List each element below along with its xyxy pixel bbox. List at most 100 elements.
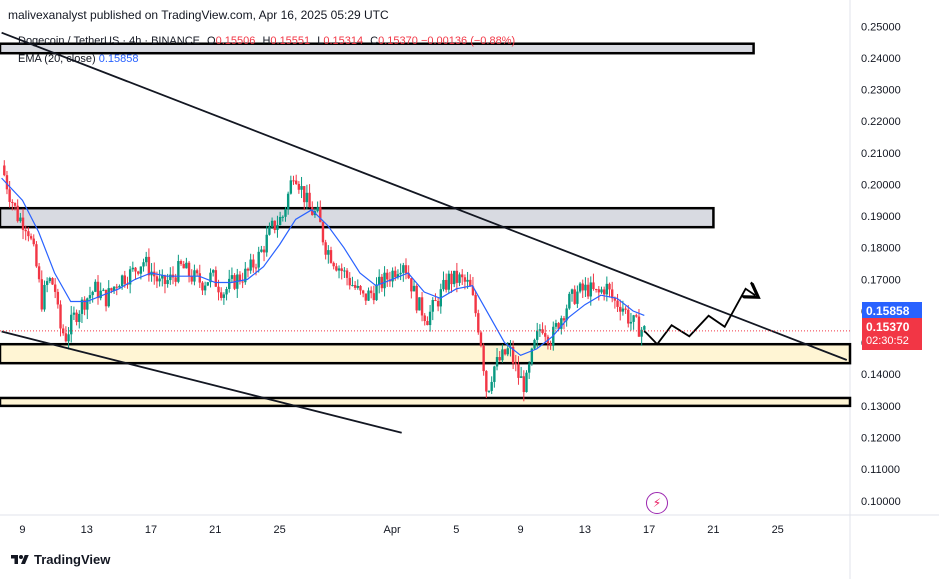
candle-body	[80, 299, 84, 314]
candle-body	[228, 278, 231, 289]
change-value: −0.00136 (−0.88%)	[420, 35, 516, 47]
candle-body	[356, 285, 359, 288]
candle-body	[123, 275, 126, 284]
candle-body	[517, 364, 520, 378]
candle-body	[177, 261, 180, 282]
candle-body	[104, 289, 108, 307]
ema-20-line	[1, 177, 645, 356]
candle-body	[102, 289, 105, 291]
bar-countdown: 02:30:52	[866, 335, 909, 347]
candle-body	[375, 284, 378, 301]
candle-body	[120, 275, 124, 286]
candle-body	[254, 267, 258, 269]
candle-body	[584, 284, 587, 291]
candle-body	[573, 289, 576, 304]
candle-body	[67, 334, 70, 342]
candle-body	[238, 274, 242, 282]
candle-body	[182, 263, 185, 269]
candle-body	[262, 249, 266, 253]
descending-resistance-line	[1, 31, 848, 361]
candle-body	[24, 229, 27, 232]
candle-body	[16, 205, 19, 222]
candle-body	[145, 256, 148, 263]
candle-body	[276, 225, 279, 231]
candle-body	[557, 323, 560, 329]
candle-body	[59, 304, 62, 329]
candle-body	[477, 313, 480, 333]
candle-body	[436, 300, 440, 307]
candle-body	[560, 318, 563, 329]
candle-body	[206, 282, 210, 286]
candle-body	[463, 277, 467, 282]
candle-body	[364, 293, 368, 301]
candle-body	[466, 279, 469, 282]
candle-body	[501, 349, 504, 361]
ema-legend[interactable]: EMA (20, close) 0.15858	[18, 53, 138, 65]
candle-body	[174, 277, 177, 282]
candle-body	[21, 217, 25, 230]
candle-body	[345, 270, 349, 278]
candle-body	[96, 281, 100, 299]
candle-body	[265, 234, 268, 253]
candle-body	[51, 278, 54, 285]
candle-body	[142, 262, 145, 267]
candle-body	[195, 270, 199, 274]
candle-body	[549, 343, 552, 346]
y-tick-label: 0.14000	[861, 369, 901, 381]
candle-body	[378, 276, 381, 285]
candle-body	[597, 289, 601, 293]
x-tick-label: Apr	[383, 524, 400, 536]
candle-body	[404, 265, 408, 274]
bolt-icon[interactable]: ⚡	[646, 492, 668, 514]
y-tick-label: 0.25000	[861, 21, 901, 33]
candle-body	[530, 348, 534, 364]
candle-body	[565, 308, 568, 321]
candle-body	[485, 371, 488, 392]
candle-body	[158, 278, 161, 282]
lower-support-zone	[0, 396, 852, 408]
candle-body	[222, 294, 226, 298]
candle-body	[442, 279, 445, 290]
candle-body	[147, 256, 151, 276]
candle-body	[369, 290, 373, 294]
candle-body	[53, 284, 57, 292]
candle-body	[589, 282, 592, 297]
candle-body	[412, 285, 416, 292]
candle-body	[592, 282, 595, 290]
symbol-legend[interactable]: Dogecoin / TetherUS · 4h · BINANCE O0.15…	[18, 35, 515, 47]
candle-body	[522, 376, 526, 393]
candle-body	[230, 275, 234, 279]
candle-body	[461, 274, 464, 278]
candle-body	[72, 312, 76, 315]
candle-body	[359, 285, 362, 291]
candle-body	[56, 291, 60, 305]
candle-body	[608, 283, 611, 290]
candle-body	[444, 279, 448, 290]
candle-body	[581, 283, 584, 291]
candle-body	[428, 311, 432, 326]
candle-body	[303, 186, 306, 203]
candle-body	[498, 357, 501, 361]
support-zone	[0, 342, 852, 365]
candle-body	[161, 275, 164, 279]
high-label: H	[262, 35, 271, 47]
candle-body	[482, 345, 485, 372]
candle-body	[506, 348, 509, 355]
candle-body	[94, 281, 97, 292]
candle-body	[70, 314, 73, 335]
candle-body	[139, 266, 143, 274]
candle-body	[88, 295, 92, 299]
x-tick-label: 13	[81, 524, 93, 536]
candle-body	[367, 290, 370, 301]
y-tick-label: 0.22000	[861, 116, 901, 128]
ema-value: 0.15858	[98, 53, 139, 65]
candle-body	[576, 291, 579, 304]
candle-body	[391, 270, 394, 282]
candle-body	[426, 321, 429, 326]
candle-body	[568, 293, 571, 309]
footer-branding[interactable]: TradingView	[10, 552, 110, 567]
candle-body	[327, 250, 330, 255]
last-price-value: 0.15370	[866, 320, 910, 334]
candle-body	[134, 267, 137, 272]
